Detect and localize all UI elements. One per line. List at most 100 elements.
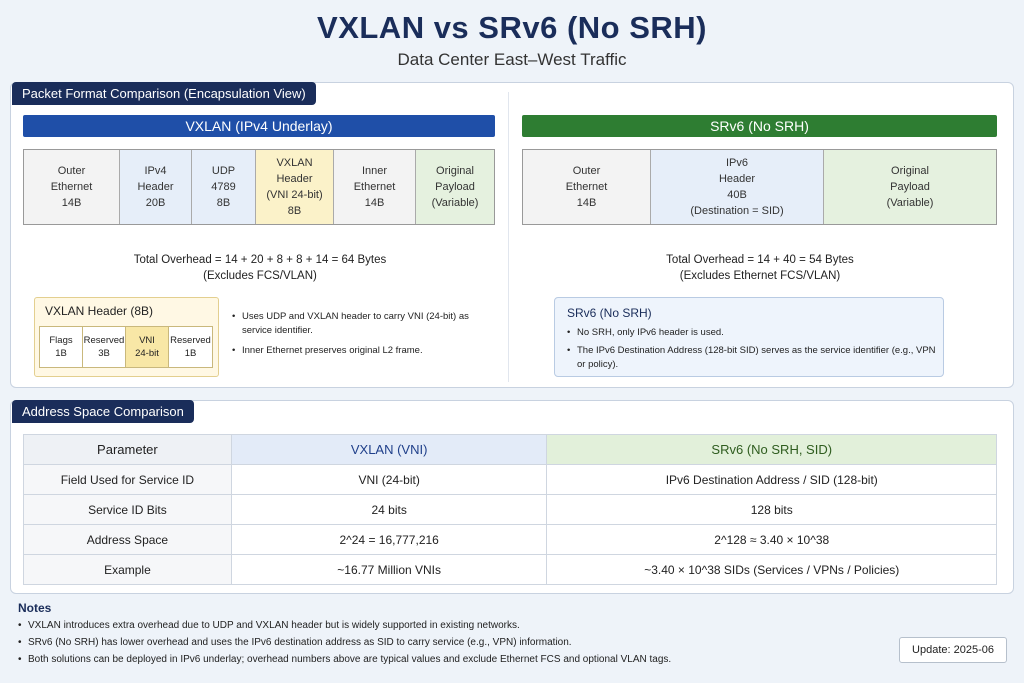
- packet-cell-line: Header: [137, 181, 174, 193]
- packet-cell-line: (Variable): [886, 197, 934, 209]
- packet-cell-line: 14B: [61, 197, 82, 209]
- table-header-cell: Parameter: [23, 434, 232, 465]
- vxlan-header-box: VXLAN Header (8B) Flags 1B Reserved 3B VNI 24…: [34, 297, 219, 377]
- table-row: Service ID Bits 24 bits 128 bits: [23, 494, 997, 525]
- vxlan-header-fields: Flags 1B Reserved 3B VNI 24-bit Reserved 1B: [39, 326, 213, 368]
- table-cell: 24 bits: [230, 494, 548, 525]
- table-cell: ~16.77 Million VNIs: [230, 554, 548, 585]
- table-cell: VNI (24-bit): [230, 464, 548, 495]
- vxlan-header-field: VNI 24-bit: [126, 327, 169, 367]
- field-name: Flags: [49, 335, 73, 346]
- field-size: 3B: [98, 348, 110, 359]
- packet-cell-line: UDP: [211, 165, 236, 177]
- packet-cell-line: Header: [718, 173, 756, 185]
- bullet-item: SRv6 (No SRH) has lower overhead and use…: [18, 634, 818, 651]
- update-badge: Update: 2025-06: [899, 637, 1007, 663]
- address-space-table: Parameter VXLAN (VNI) SRv6 (No SRH, SID) F…: [23, 434, 997, 585]
- packet-cell-line: Ethernet: [565, 181, 608, 193]
- table-row: Example ~16.77 Million VNIs ~3.40 × 10^38 …: [23, 554, 997, 585]
- packet-cell-line: Original: [436, 165, 474, 177]
- field-size: 24-bit: [135, 348, 159, 359]
- notes-section: Notes VXLAN introduces extra overhead du…: [18, 601, 818, 668]
- packet-cell-line: VXLAN: [276, 157, 313, 169]
- packet-cell-line: Original: [891, 165, 929, 177]
- packet-cell-line: 20B: [145, 197, 166, 209]
- field-size: 1B: [184, 348, 197, 359]
- page-title: VXLAN vs SRv6 (No SRH): [317, 10, 707, 45]
- packet-cell: VXLAN Header (VNI 24-bit) 8B: [256, 150, 334, 224]
- table-header-cell: VXLAN (VNI): [230, 434, 548, 465]
- packet-cell-line: (VNI 24-bit): [266, 189, 323, 201]
- vxlan-bar: VXLAN (IPv4 Underlay): [23, 115, 495, 137]
- packet-cell-line: IPv4: [144, 165, 167, 177]
- field-name: Reserved: [170, 335, 211, 346]
- packet-cell-line: Ethernet: [50, 181, 93, 193]
- packet-cell-line: 8B: [216, 197, 231, 209]
- field-name: Reserved: [83, 335, 125, 346]
- srv6-overhead-note: (Excludes Ethernet FCS/VLAN): [679, 270, 841, 282]
- packet-cell: Outer Ethernet 14B: [24, 150, 120, 224]
- packet-cell-line: IPv6: [725, 157, 748, 169]
- bullet-item: No SRH, only IPv6 header is used.: [567, 326, 943, 340]
- packet-cell-line: Payload: [435, 181, 475, 193]
- packet-format-tab: Packet Format Comparison (Encapsulation …: [12, 82, 316, 105]
- packet-cell-line: 8B: [287, 205, 302, 217]
- vxlan-header-field: Flags 1B: [40, 327, 83, 367]
- table-row: Address Space 2^24 = 16,777,216 2^128 ≈ 3.…: [23, 524, 997, 555]
- section-divider: [508, 92, 509, 382]
- packet-cell: Original Payload (Variable): [824, 150, 996, 224]
- table-row: Field Used for Service ID VNI (24-bit) IPv…: [23, 464, 997, 495]
- packet-cell-line: Header: [276, 173, 313, 185]
- field-size: 1B: [55, 348, 67, 359]
- table-cell: Service ID Bits: [23, 494, 232, 525]
- srv6-bar: SRv6 (No SRH): [522, 115, 997, 137]
- srv6-info-title: SRv6 (No SRH): [567, 306, 652, 320]
- packet-cell-line: 40B: [727, 189, 747, 201]
- packet-cell-line: Inner: [361, 165, 388, 177]
- packet-cell-line: (Destination = SID): [690, 205, 784, 217]
- table-cell: 2^24 = 16,777,216: [230, 524, 548, 555]
- field-name: VNI: [139, 335, 155, 346]
- table-cell: ~3.40 × 10^38 SIDs (Services / VPNs / Po…: [546, 554, 997, 585]
- vxlan-overhead-total: Total Overhead = 14 + 20 + 8 + 8 + 14 = …: [133, 254, 387, 266]
- vxlan-header-field: Reserved 1B: [169, 327, 212, 367]
- bullet-item: The IPv6 Destination Address (128-bit SI…: [567, 344, 943, 372]
- table-cell: Example: [23, 554, 232, 585]
- srv6-packet: Outer Ethernet 14B IPv6 Header 40B (Destinatio…: [522, 149, 997, 225]
- bullet-item: Uses UDP and VXLAN header to carry VNI (…: [232, 310, 494, 338]
- packet-cell-line: (Variable): [431, 197, 479, 209]
- srv6-info-bullets: No SRH, only IPv6 header is used. The IPv…: [567, 326, 943, 376]
- vxlan-header-title: VXLAN Header (8B): [45, 304, 154, 318]
- packet-cell: UDP 4789 8B: [192, 150, 256, 224]
- vxlan-header-field: Reserved 3B: [83, 327, 126, 367]
- table-cell: 128 bits: [546, 494, 997, 525]
- address-space-tab: Address Space Comparison: [12, 400, 194, 423]
- packet-cell: IPv6 Header 40B (Destination = SID): [651, 150, 824, 224]
- packet-cell: Inner Ethernet 14B: [334, 150, 416, 224]
- srv6-overhead-total: Total Overhead = 14 + 40 = 54 Bytes: [666, 254, 854, 266]
- vxlan-packet: Outer Ethernet 14B IPv4 Header 20B UDP 4789 8B VX…: [23, 149, 495, 225]
- table-cell: Address Space: [23, 524, 232, 555]
- notes-list: VXLAN introduces extra overhead due to U…: [18, 617, 818, 668]
- table-cell: 2^128 ≈ 3.40 × 10^38: [546, 524, 997, 555]
- packet-cell-line: 14B: [576, 197, 597, 209]
- page-subtitle: Data Center East–West Traffic: [397, 50, 627, 69]
- bullet-item: Both solutions can be deployed in IPv6 u…: [18, 651, 818, 668]
- notes-title: Notes: [18, 601, 52, 615]
- packet-cell-line: 14B: [364, 197, 385, 209]
- table-cell: Field Used for Service ID: [23, 464, 232, 495]
- srv6-info-box: SRv6 (No SRH) No SRH, only IPv6 header i…: [554, 297, 944, 377]
- packet-cell-line: Outer: [572, 165, 601, 177]
- packet-cell-line: Outer: [57, 165, 86, 177]
- vxlan-bullets: Uses UDP and VXLAN header to carry VNI (…: [232, 310, 494, 364]
- vxlan-overhead-note: (Excludes FCS/VLAN): [203, 270, 317, 282]
- bullet-item: Inner Ethernet preserves original L2 fra…: [232, 344, 494, 358]
- table-header-cell: SRv6 (No SRH, SID): [546, 434, 997, 465]
- table-cell: IPv6 Destination Address / SID (128-bit): [546, 464, 997, 495]
- packet-cell: Original Payload (Variable): [416, 150, 494, 224]
- packet-cell: Outer Ethernet 14B: [523, 150, 651, 224]
- packet-cell-line: 4789: [211, 181, 236, 193]
- packet-cell-line: Ethernet: [353, 181, 396, 193]
- srv6-overhead: Total Overhead = 14 + 40 = 54 Bytes (Exc…: [530, 252, 990, 284]
- vxlan-overhead: Total Overhead = 14 + 20 + 8 + 8 + 14 = …: [40, 252, 480, 284]
